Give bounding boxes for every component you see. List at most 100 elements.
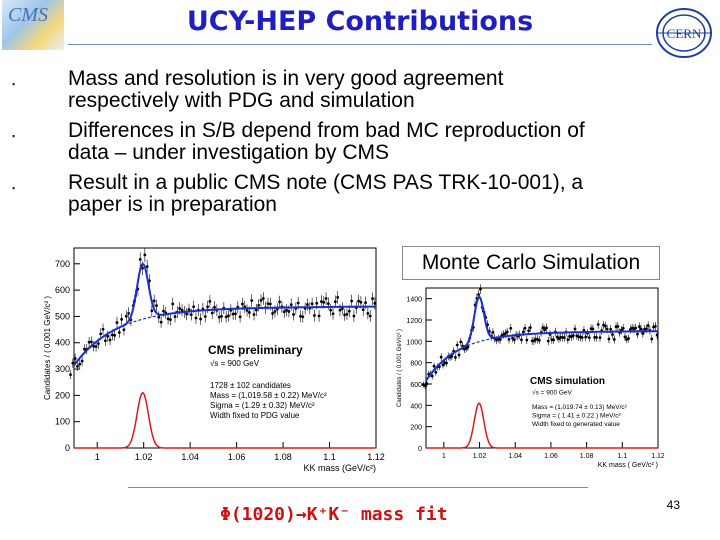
data-point [143, 253, 147, 257]
cern-logo: CERN [656, 8, 712, 58]
cms-logo: CMS [2, 0, 64, 50]
data-point [213, 305, 216, 309]
y-axis-label: Candidates / ( 0.001 GeV/c² ) [43, 296, 52, 400]
bullet-line: Result in a public CMS note (CMS PAS TRK… [68, 171, 584, 194]
data-point [145, 265, 149, 269]
data-point [71, 361, 75, 365]
data-point [166, 317, 170, 321]
data-point [338, 308, 342, 312]
data-point [313, 314, 316, 317]
data-point [607, 337, 611, 341]
data-point [541, 326, 545, 329]
data-point [278, 300, 281, 304]
data-point [289, 303, 293, 307]
data-point [94, 345, 98, 348]
data-point [636, 332, 639, 336]
plot-title: CMS simulation [530, 376, 605, 387]
y-tick-label: 1000 [406, 339, 422, 346]
data-point [591, 327, 595, 331]
data-point [430, 374, 434, 378]
data-point [285, 308, 288, 312]
plot-annotation: Width fixed to PDG value [210, 411, 300, 420]
mc-mass-plot: 0 200 400 600 800 1000 1200 1400 1 1.02 1.04 1.06 1.… [392, 278, 664, 470]
y-tick-label: 400 [410, 403, 422, 410]
footer-caption: Φ(1020)→K⁺K⁻ mass fit [220, 504, 448, 525]
data-point [441, 363, 445, 367]
data-point [611, 333, 614, 336]
data-point [178, 307, 182, 310]
data-point [322, 300, 326, 304]
data-point [210, 311, 214, 315]
data-point [637, 325, 641, 329]
data-point [99, 332, 103, 336]
cern-logo-text: CERN [667, 26, 702, 41]
plot-annotation: 1728 ± 102 candidates [210, 381, 291, 390]
data-point [434, 370, 438, 374]
data-point [477, 293, 481, 296]
data-mass-plot: 0 100 200 300 400 500 600 700 1 1.02 1.04 1.06 1.08 1… [40, 236, 385, 476]
plot-annotation: Sigma = (1.29 ± 0.32) MeV/c² [210, 401, 315, 410]
y-tick-label: 1400 [406, 297, 422, 304]
data-point [479, 287, 482, 291]
data-point [152, 299, 156, 303]
data-point [655, 333, 659, 337]
data-point [507, 337, 511, 341]
data-point [155, 304, 158, 308]
data-point [101, 327, 105, 331]
data-point [159, 320, 163, 324]
data-point [445, 361, 448, 365]
x-tick-label: 1.06 [544, 453, 558, 460]
x-tick-label: 1.12 [651, 453, 664, 460]
data-point [203, 315, 207, 318]
data-point [603, 324, 607, 328]
data-point [187, 308, 191, 311]
x-axis-label: KK mass ( GeV/c² ) [598, 462, 658, 469]
data-point [523, 326, 527, 330]
bullet-line: Mass and resolution is in very good agre… [68, 67, 504, 90]
y-tick-label: 1200 [406, 318, 422, 325]
data-point [595, 336, 598, 339]
data-point [329, 308, 333, 312]
data-point [234, 312, 237, 316]
data-point [596, 323, 600, 326]
data-point [364, 301, 367, 305]
y-axis-label: Candidates / ( 0.001 GeV/c² ) [397, 329, 403, 407]
data-point [509, 326, 513, 330]
data-point [373, 301, 377, 305]
data-point [423, 384, 427, 388]
data-point [371, 297, 374, 301]
data-point [505, 330, 509, 334]
data-point [261, 297, 265, 300]
bullet-item: ▪ Result in a public CMS note (CMS PAS T… [8, 172, 708, 216]
data-point [352, 314, 356, 318]
data-point [124, 314, 128, 318]
data-point [350, 299, 354, 303]
mc-simulation-label: Monte Carlo Simulation [402, 246, 660, 280]
data-point [543, 328, 547, 332]
data-point [552, 338, 555, 342]
data-point [287, 310, 291, 313]
data-point [69, 373, 72, 377]
data-mass-plot-svg: 0 100 200 300 400 500 600 700 1 1.02 1.04 1.06 1.08 1… [43, 247, 385, 473]
x-tick-label: 1.12 [367, 452, 385, 462]
data-point [454, 355, 457, 359]
data-point [199, 317, 203, 321]
data-point [296, 301, 300, 305]
plot-annotation: √s = 900 GeV [210, 359, 260, 368]
data-point [587, 336, 591, 340]
plot-annotation: Width fixed to generated value [532, 421, 620, 428]
x-tick-label: 1.04 [508, 453, 522, 460]
data-point [127, 311, 130, 315]
data-point [162, 309, 165, 313]
data-point [194, 316, 198, 320]
data-point [157, 315, 161, 319]
data-point [366, 311, 370, 315]
bullet-item: ▪ Mass and resolution is in very good ag… [8, 68, 708, 112]
data-point [511, 336, 514, 340]
y-tick-label: 300 [55, 364, 70, 374]
data-point [359, 300, 363, 304]
data-point [584, 335, 588, 339]
data-point [301, 315, 305, 319]
data-point [227, 314, 230, 318]
data-point [324, 297, 328, 300]
